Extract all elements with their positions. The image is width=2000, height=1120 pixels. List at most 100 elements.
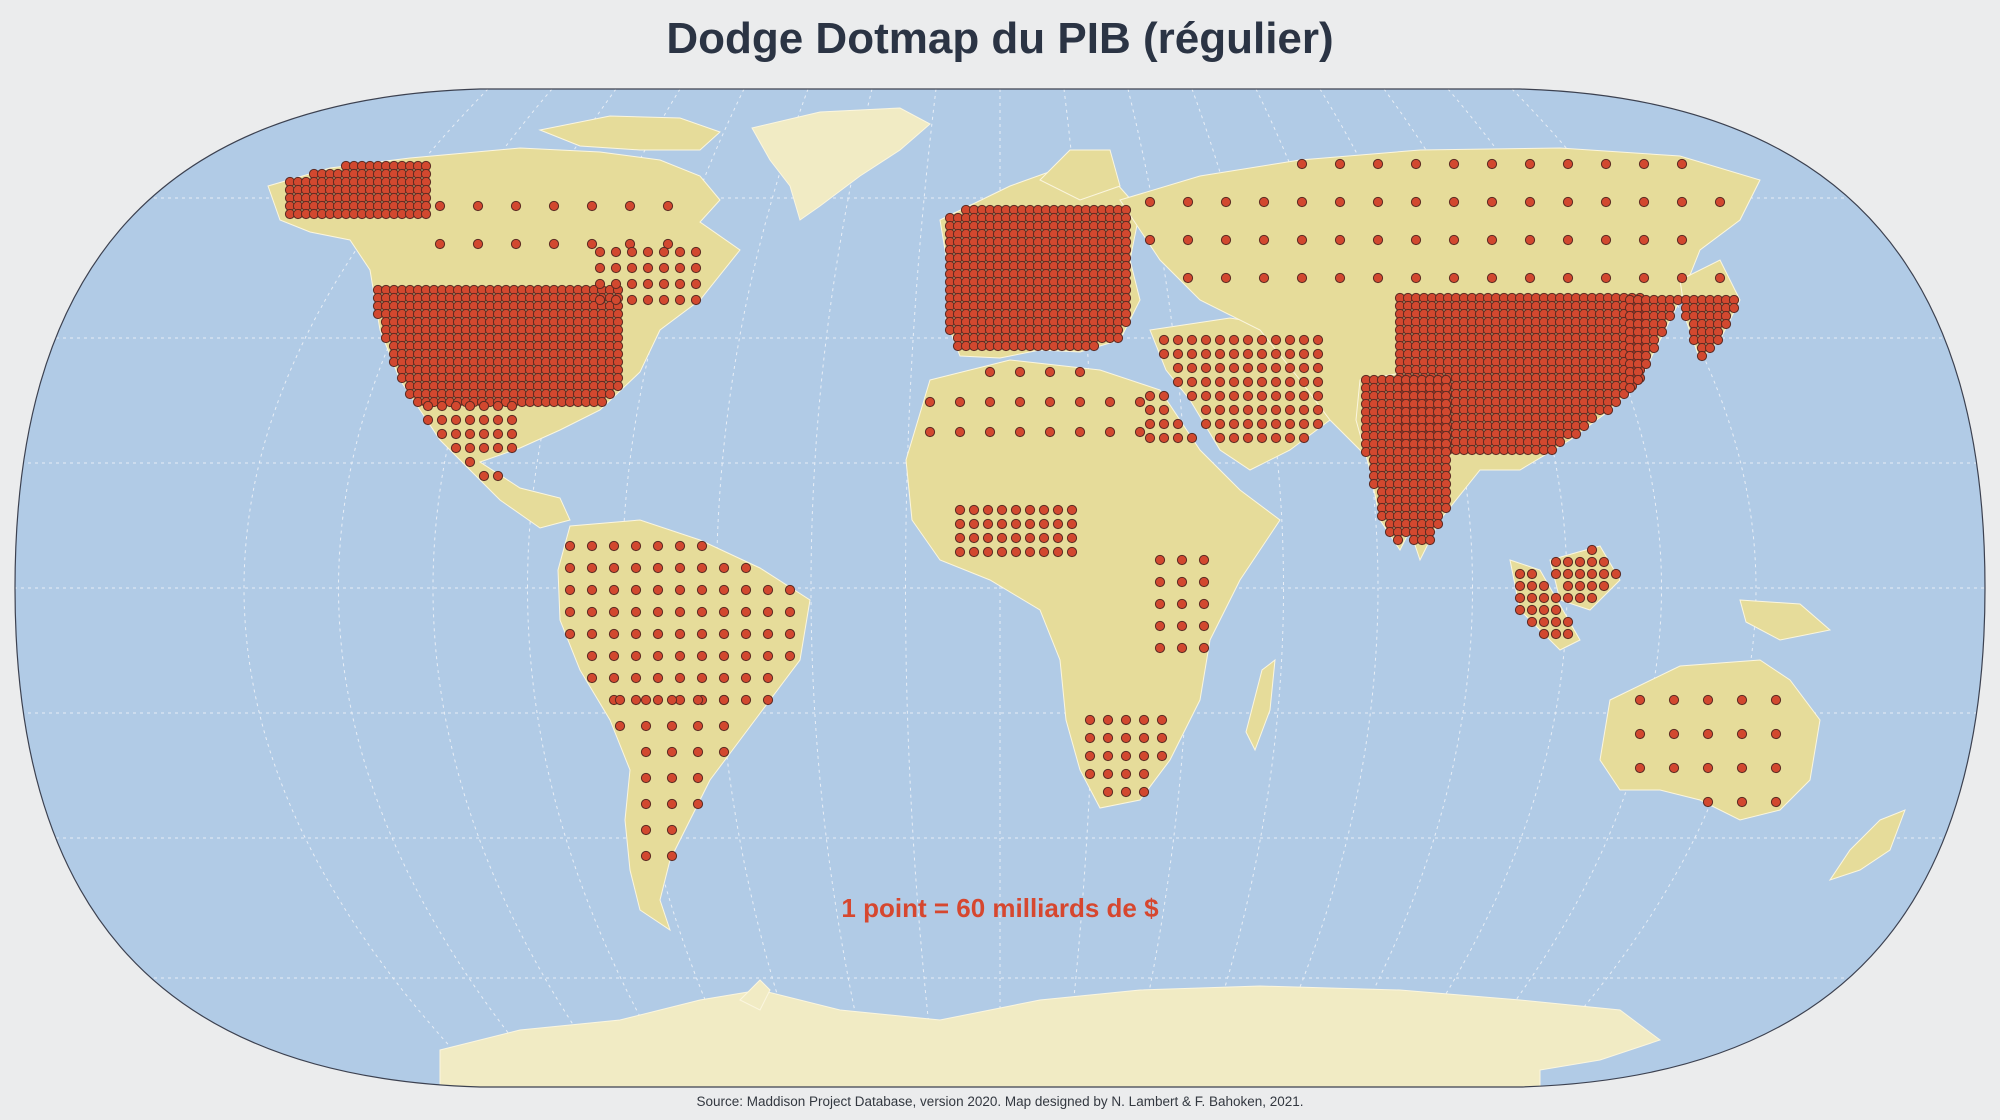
gdp-dot [1618, 388, 1630, 400]
gdp-dot [1144, 418, 1156, 430]
gdp-dot [718, 694, 730, 706]
gdp-dot [1156, 732, 1168, 744]
gdp-dot [1524, 234, 1536, 246]
gdp-dot [1702, 694, 1714, 706]
gdp-dot [1298, 348, 1310, 360]
gdp-dot [1598, 580, 1610, 592]
gdp-dot [506, 400, 518, 412]
gdp-dot [696, 606, 708, 618]
gdp-dot [1578, 420, 1590, 432]
gdp-dot [586, 540, 598, 552]
gdp-dot [1574, 592, 1586, 604]
gdp-dot [1200, 404, 1212, 416]
graticule-line [1255, 89, 1379, 1087]
gdp-dot [1102, 786, 1114, 798]
gdp-dot [1242, 390, 1254, 402]
gdp-dot [692, 772, 704, 784]
gdp-dot [436, 428, 448, 440]
gdp-dot [718, 562, 730, 574]
gdp-dot [630, 672, 642, 684]
gdp-dot [1172, 376, 1184, 388]
gdp-dot [666, 850, 678, 862]
gdp-dot [506, 428, 518, 440]
gdp-dot [608, 562, 620, 574]
gdp-dot [492, 442, 504, 454]
gdp-dot [1312, 376, 1324, 388]
gdp-dot [1720, 318, 1732, 330]
land-antarctica [439, 985, 1662, 1087]
gdp-dot [954, 426, 966, 438]
gdp-dot [740, 584, 752, 596]
gdp-dot [1736, 796, 1748, 808]
graticule-line [1063, 89, 1095, 1087]
gdp-dot [674, 294, 686, 306]
gdp-dot [762, 584, 774, 596]
gdp-dot [1648, 342, 1660, 354]
gdp-dot [1154, 598, 1166, 610]
gdp-dot [1284, 390, 1296, 402]
gdp-dot [1134, 426, 1146, 438]
gdp-dot [1198, 620, 1210, 632]
gdp-dot [1600, 158, 1612, 170]
gdp-dot [586, 200, 598, 212]
gdp-dot [1524, 158, 1536, 170]
gdp-dot [450, 400, 462, 412]
gdp-dot [1256, 362, 1268, 374]
gdp-dot [968, 532, 980, 544]
gdp-dot [642, 294, 654, 306]
source-note: Source: Maddison Project Database, versi… [696, 1094, 1304, 1109]
gdp-dot [1228, 418, 1240, 430]
gdp-dot [696, 672, 708, 684]
gdp-dot [1010, 532, 1022, 544]
gdp-dot [1486, 272, 1498, 284]
gdp-dot [1562, 568, 1574, 580]
gdp-dot [1714, 196, 1726, 208]
gdp-dot [1410, 272, 1422, 284]
gdp-dot [1514, 580, 1526, 592]
gdp-dot [1270, 362, 1282, 374]
gdp-dot [1158, 418, 1170, 430]
gdp-dot [652, 650, 664, 662]
land-greenland [751, 107, 931, 221]
gdp-dot [586, 672, 598, 684]
gdp-dot [642, 278, 654, 290]
gdp-dot [1066, 546, 1078, 558]
gdp-dot [594, 262, 606, 274]
gdp-dot [1010, 546, 1022, 558]
gdp-dot [1372, 272, 1384, 284]
gdp-dot [740, 694, 752, 706]
gdp-dot [1312, 334, 1324, 346]
gdp-dot [740, 628, 752, 640]
gdp-dot [1334, 196, 1346, 208]
gdp-dot [968, 504, 980, 516]
gdp-dot [1284, 362, 1296, 374]
gdp-dot [1574, 568, 1586, 580]
gdp-dot [1284, 418, 1296, 430]
gdp-dot [1256, 376, 1268, 388]
gdp-dot [642, 262, 654, 274]
gdp-dot [1410, 234, 1422, 246]
gdp-dot [1242, 418, 1254, 430]
gdp-dot [784, 606, 796, 618]
gdp-dot [1676, 158, 1688, 170]
gdp-dot [1044, 396, 1056, 408]
gdp-dot [1258, 272, 1270, 284]
gdp-dot [1550, 568, 1562, 580]
gdp-dot [630, 694, 642, 706]
gdp-dot [1550, 556, 1562, 568]
gdp-dot [1640, 358, 1652, 370]
gdp-dot [982, 546, 994, 558]
gdp-dot [608, 650, 620, 662]
gdp-dot [1562, 616, 1574, 628]
gdp-dot [510, 200, 522, 212]
gdp-dot [1138, 750, 1150, 762]
gdp-dot [464, 414, 476, 426]
gdp-dot [492, 428, 504, 440]
gdp-dot [640, 720, 652, 732]
gdp-dot [1284, 334, 1296, 346]
land-scandinavia [1039, 149, 1121, 201]
gdp-dot [652, 606, 664, 618]
gdp-dot [1562, 158, 1574, 170]
gdp-dot [1214, 432, 1226, 444]
gdp-dot [1550, 616, 1562, 628]
